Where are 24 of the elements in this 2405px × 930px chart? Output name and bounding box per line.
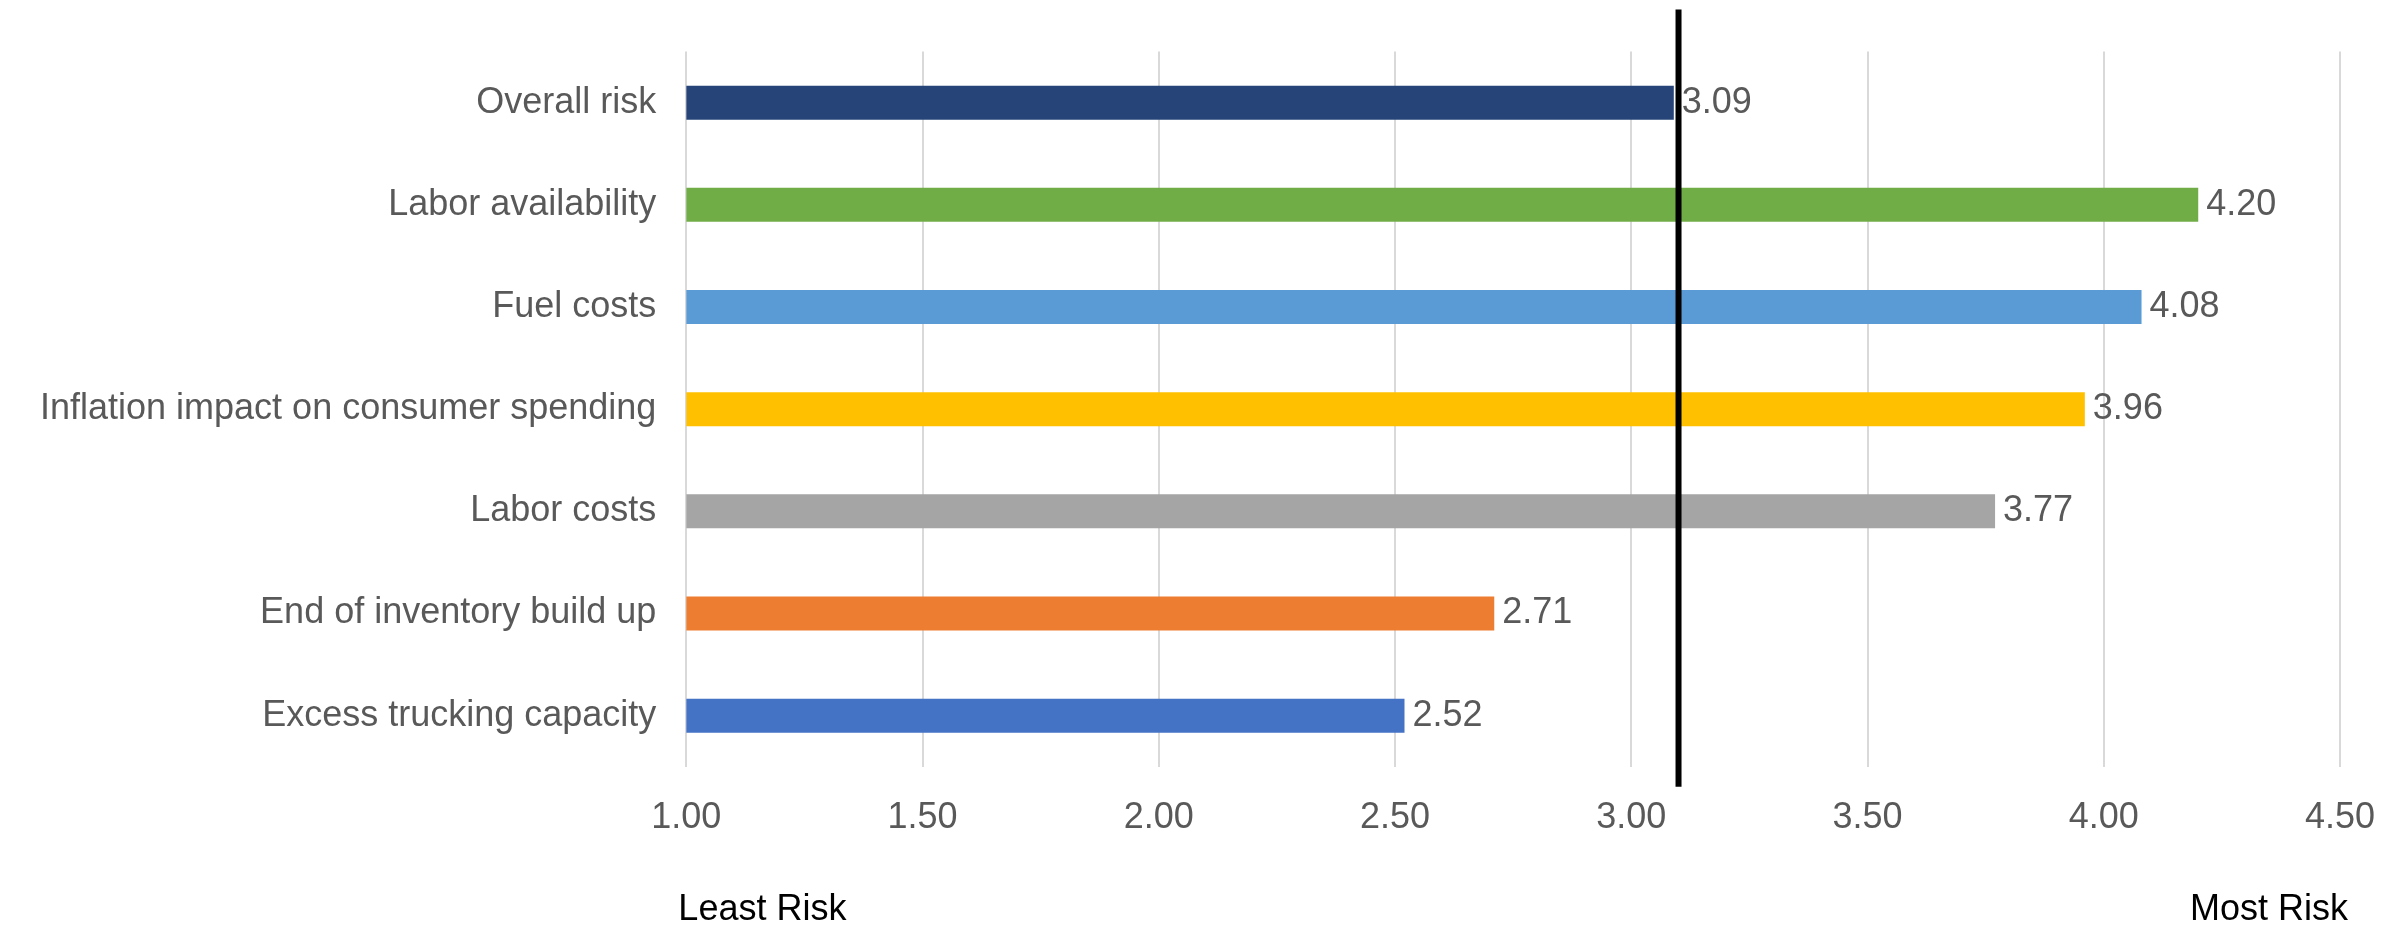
x-tick-label: 3.00 [1596,795,1667,837]
y-tick-label: Labor costs [470,488,657,530]
y-tick-label: Overall risk [476,79,658,121]
y-tick-label: Fuel costs [492,283,657,325]
data-label: 4.08 [2149,283,2220,325]
y-tick-label: End of inventory build up [260,590,657,632]
data-label: 2.52 [1412,692,1483,734]
x-tick-label: 1.50 [887,795,958,837]
data-label: 3.77 [2003,488,2074,530]
y-tick-label: Inflation impact on consumer spending [40,386,657,428]
x-tick-label: 4.50 [2304,795,2376,837]
data-label: 4.20 [2206,181,2277,223]
data-label: 3.96 [2092,386,2163,428]
data-label: 3.09 [1681,79,1752,121]
y-tick-label: Excess trucking capacity [262,692,657,734]
text: Least Risk [678,886,848,928]
data-label: 2.71 [1502,590,1573,632]
x-tick-label: 2.50 [1360,795,1431,837]
text: Most Risk [2189,886,2349,928]
y-tick-label: Labor availability [388,181,657,223]
x-tick-label: 2.00 [1123,795,1194,837]
x-tick-label: 1.00 [651,795,722,837]
x-tick-label: 3.50 [1832,795,1903,837]
x-tick-label: 4.00 [2068,795,2139,837]
